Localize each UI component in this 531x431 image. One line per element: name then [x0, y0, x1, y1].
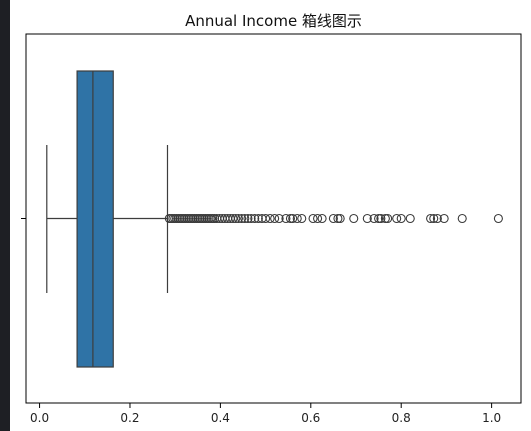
outlier-point — [457, 213, 467, 224]
outlier-point — [374, 213, 384, 224]
x-axis-ticks: 0.0 0.2 0.4 0.6 0.8 1.0 — [30, 403, 501, 425]
chart-title: Annual Income 箱线图示 — [185, 12, 362, 30]
outlier-point — [396, 213, 406, 224]
x-tick-label: 0.0 — [30, 411, 49, 425]
outlier-point — [432, 213, 442, 224]
outlier-point — [285, 213, 296, 224]
outlier-point — [261, 213, 271, 224]
outlier-point — [253, 213, 263, 224]
outlier-point — [317, 213, 327, 224]
outlier-group — [164, 213, 503, 224]
outlier-point — [369, 213, 379, 224]
outlier-point — [493, 213, 503, 224]
outlier-point — [392, 213, 402, 224]
outlier-point — [288, 213, 298, 224]
outlier-point — [265, 213, 275, 224]
iqr-box — [76, 70, 114, 368]
outlier-point — [439, 213, 449, 224]
x-tick-label: 0.6 — [301, 411, 320, 425]
outlier-point — [228, 213, 238, 224]
outlier-point — [246, 213, 256, 224]
outlier-point — [380, 213, 390, 224]
outlier-point — [308, 213, 318, 224]
outlier-point — [281, 213, 291, 224]
outlier-point — [233, 213, 244, 224]
outlier-point — [240, 213, 250, 224]
outlier-point — [429, 213, 439, 224]
outlier-point — [250, 213, 260, 224]
x-tick-label: 1.0 — [482, 411, 501, 425]
outlier-point — [313, 213, 323, 224]
outlier-point — [270, 213, 280, 224]
left-edge-strip — [0, 0, 10, 431]
outlier-point — [297, 213, 307, 224]
x-tick-label: 0.2 — [120, 411, 139, 425]
outlier-point — [405, 213, 415, 224]
outlier-point — [349, 213, 359, 224]
outlier-point — [243, 213, 253, 224]
outlier-point — [376, 213, 386, 224]
outlier-point — [362, 213, 372, 224]
outlier-point — [335, 213, 345, 224]
outlier-point — [274, 213, 284, 224]
outlier-point — [292, 213, 302, 224]
outlier-point — [333, 213, 343, 224]
box-group — [46, 70, 169, 368]
outlier-point — [426, 213, 436, 224]
outlier-point — [383, 213, 393, 224]
outlier-point — [328, 213, 338, 224]
outlier-point — [237, 213, 247, 224]
outlier-point — [231, 213, 241, 224]
x-tick-label: 0.4 — [211, 411, 230, 425]
x-tick-label: 0.8 — [392, 411, 411, 425]
